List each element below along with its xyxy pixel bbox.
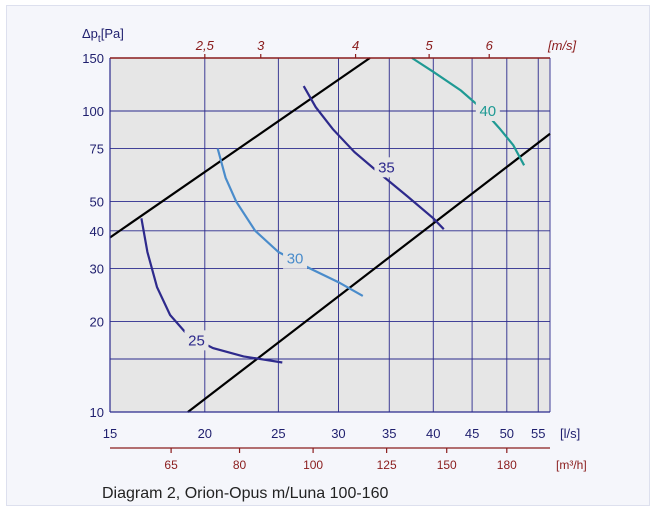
top-tick-label: 2,5 <box>195 38 215 53</box>
y-axis-title: Δpt[Pa] <box>82 26 124 45</box>
axes <box>109 54 550 453</box>
limit-line <box>187 132 551 413</box>
limit-lines <box>109 57 551 413</box>
x-tick-label: 50 <box>500 426 514 441</box>
x-tick-label: 15 <box>103 426 117 441</box>
series-curves: 25 30 35 40 <box>140 57 526 364</box>
secondary-tick-label: 125 <box>377 458 397 472</box>
series-label-bg <box>283 248 308 269</box>
top-tick-label: 4 <box>352 38 359 53</box>
x-tick-label: 30 <box>331 426 345 441</box>
series-label-35: 35 <box>378 159 395 176</box>
x-tick-label: 35 <box>382 426 396 441</box>
series-label-bg <box>184 330 209 351</box>
series-curve-25 <box>140 218 283 364</box>
y-tick-label: 100 <box>82 104 104 119</box>
top-tick-label: 6 <box>486 38 494 53</box>
y-tick-label: 50 <box>90 195 104 210</box>
y-tick-label: 75 <box>90 142 104 157</box>
series-label-bg <box>475 101 500 122</box>
series-curve-35 <box>302 85 445 230</box>
chart-caption: Diagram 2, Orion-Opus m/Luna 100-160 <box>102 485 388 502</box>
x-tick-label: 45 <box>465 426 479 441</box>
series-label-bg <box>374 157 399 178</box>
x-tick-label: 40 <box>426 426 440 441</box>
y-tick-label: 20 <box>90 314 104 329</box>
series-label-25: 25 <box>188 332 205 349</box>
top-axis-unit: [m/s] <box>547 38 577 53</box>
top-tick-label: 3 <box>257 38 265 53</box>
secondary-tick-label: 150 <box>437 458 457 472</box>
y-tick-label: 40 <box>90 224 104 239</box>
limit-line <box>109 57 371 239</box>
series-curve-30 <box>216 148 364 297</box>
y-tick-label: 150 <box>82 51 104 66</box>
x-tick-label: 55 <box>531 426 545 441</box>
secondary-tick-label: 65 <box>164 458 178 472</box>
secondary-tick-label: 80 <box>233 458 247 472</box>
x-secondary-unit: [m³/h] <box>556 458 587 472</box>
series-label-30: 30 <box>287 251 304 268</box>
x-tick-label: 20 <box>198 426 212 441</box>
x-tick-label: 25 <box>271 426 285 441</box>
secondary-tick-label: 100 <box>303 458 323 472</box>
x-axis-unit: [l/s] <box>560 426 580 441</box>
series-label-40: 40 <box>479 103 496 120</box>
secondary-tick-label: 180 <box>497 458 517 472</box>
y-tick-label: 10 <box>90 405 104 420</box>
y-tick-label: 30 <box>90 261 104 276</box>
top-tick-label: 5 <box>426 38 434 53</box>
